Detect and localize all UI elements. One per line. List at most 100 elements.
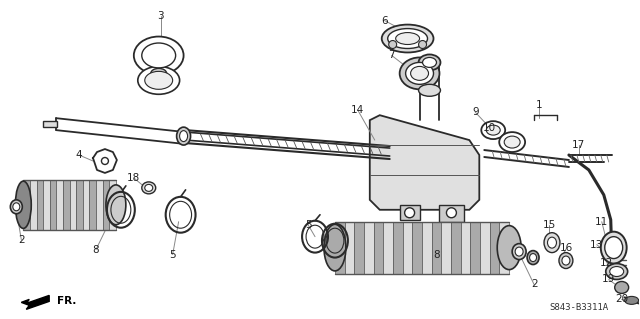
Ellipse shape [512,244,526,260]
FancyBboxPatch shape [43,180,50,230]
Ellipse shape [102,158,108,165]
Ellipse shape [145,184,153,191]
Text: 8: 8 [93,245,99,255]
Ellipse shape [180,130,188,142]
Ellipse shape [515,247,523,256]
Text: 2: 2 [18,235,24,245]
Text: 10: 10 [483,123,496,133]
FancyBboxPatch shape [36,180,43,230]
Ellipse shape [497,226,521,270]
Text: 7: 7 [388,50,395,61]
Ellipse shape [504,136,520,148]
Ellipse shape [544,233,560,253]
Text: 14: 14 [351,105,364,115]
FancyBboxPatch shape [499,222,509,273]
Ellipse shape [562,256,570,265]
Polygon shape [21,295,49,309]
Text: 9: 9 [472,107,479,117]
Ellipse shape [605,237,623,259]
Text: 15: 15 [542,220,556,230]
Ellipse shape [547,237,556,248]
Ellipse shape [10,200,22,214]
FancyBboxPatch shape [490,222,499,273]
Text: 16: 16 [560,243,573,253]
FancyBboxPatch shape [23,180,30,230]
Ellipse shape [388,29,428,48]
FancyBboxPatch shape [461,222,470,273]
Ellipse shape [142,182,156,194]
Ellipse shape [396,33,420,45]
FancyBboxPatch shape [56,180,63,230]
Ellipse shape [527,251,539,264]
FancyBboxPatch shape [451,222,461,273]
Ellipse shape [324,224,346,271]
Ellipse shape [605,263,628,279]
Text: 12: 12 [600,257,613,268]
Ellipse shape [177,127,191,145]
Text: S843-B3311A: S843-B3311A [549,303,609,312]
FancyBboxPatch shape [383,222,393,273]
Ellipse shape [559,253,573,269]
Text: 20: 20 [615,294,628,304]
Ellipse shape [529,254,536,262]
FancyBboxPatch shape [30,180,36,230]
Polygon shape [44,121,57,127]
Ellipse shape [486,125,500,135]
Polygon shape [440,205,465,222]
Ellipse shape [447,208,456,218]
Text: 17: 17 [572,140,586,150]
Polygon shape [370,115,479,210]
Ellipse shape [419,84,440,96]
Ellipse shape [404,208,415,218]
FancyBboxPatch shape [344,222,355,273]
Ellipse shape [499,132,525,152]
Text: 18: 18 [127,173,140,183]
FancyBboxPatch shape [102,180,109,230]
Text: 8: 8 [433,249,440,260]
Text: 2: 2 [531,279,538,289]
Ellipse shape [13,203,20,211]
Ellipse shape [106,185,126,225]
FancyBboxPatch shape [422,222,432,273]
FancyBboxPatch shape [335,222,344,273]
Text: 1: 1 [536,100,542,110]
FancyBboxPatch shape [96,180,102,230]
Ellipse shape [610,267,623,277]
Text: FR.: FR. [57,296,77,306]
Ellipse shape [614,281,628,293]
Ellipse shape [381,25,433,52]
FancyBboxPatch shape [63,180,70,230]
Ellipse shape [399,57,440,89]
Ellipse shape [481,121,505,139]
Text: 19: 19 [602,274,616,285]
Ellipse shape [406,63,433,84]
FancyBboxPatch shape [70,180,76,230]
Ellipse shape [625,296,639,304]
Text: 11: 11 [595,217,609,227]
Ellipse shape [422,57,436,67]
FancyBboxPatch shape [83,180,90,230]
Ellipse shape [419,55,440,70]
Ellipse shape [138,66,180,94]
FancyBboxPatch shape [50,180,56,230]
FancyBboxPatch shape [364,222,374,273]
FancyBboxPatch shape [90,180,96,230]
FancyBboxPatch shape [393,222,403,273]
Ellipse shape [145,71,173,89]
Polygon shape [399,205,420,220]
FancyBboxPatch shape [374,222,383,273]
Ellipse shape [601,232,627,263]
Text: 3: 3 [157,11,164,21]
Ellipse shape [411,66,429,80]
Text: 6: 6 [381,16,388,26]
FancyBboxPatch shape [403,222,412,273]
Ellipse shape [388,41,397,48]
FancyBboxPatch shape [355,222,364,273]
FancyBboxPatch shape [442,222,451,273]
Ellipse shape [419,41,426,48]
FancyBboxPatch shape [432,222,442,273]
Text: 13: 13 [590,240,604,250]
FancyBboxPatch shape [470,222,480,273]
Ellipse shape [151,68,166,78]
Text: 5: 5 [305,220,312,230]
